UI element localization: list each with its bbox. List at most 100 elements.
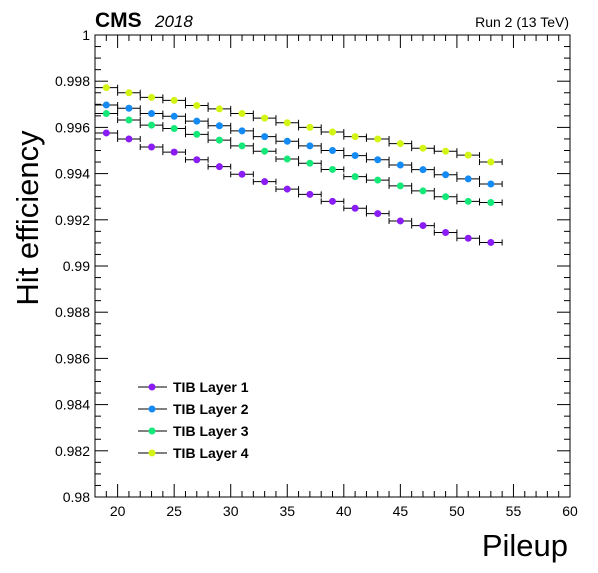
data-point [419, 166, 427, 174]
legend-item: TIB Layer 2 [138, 401, 249, 417]
axes-frame [94, 34, 571, 498]
data-point [487, 238, 495, 246]
data-point [261, 178, 269, 186]
data-point [102, 110, 110, 118]
legend-marker [148, 449, 156, 457]
data-point [442, 147, 450, 155]
data-point [351, 173, 359, 181]
x-tick-label: 50 [449, 503, 465, 519]
data-point [148, 143, 156, 151]
data-point [193, 156, 201, 164]
data-point [396, 161, 404, 169]
data-point [487, 158, 495, 166]
run-info-label: Run 2 (13 TeV) [475, 14, 569, 30]
y-tick-label: 0.988 [55, 304, 90, 320]
data-point [374, 156, 382, 164]
year-label: 2018 [154, 12, 193, 31]
data-point [102, 101, 110, 109]
legend-marker [148, 427, 156, 435]
y-tick-label: 0.986 [55, 350, 90, 366]
data-point [125, 89, 133, 97]
data-point [261, 147, 269, 155]
x-tick-label: 55 [506, 503, 522, 519]
data-point [193, 101, 201, 109]
series-layer-4 [94, 84, 503, 166]
y-tick-label: 0.994 [55, 166, 90, 182]
data-point [487, 180, 495, 188]
y-tick-label: 1 [82, 27, 90, 43]
data-point [102, 84, 110, 92]
data-point [170, 125, 178, 133]
x-tick-label: 45 [393, 503, 409, 519]
y-tick-label: 0.98 [63, 489, 90, 505]
data-point [442, 229, 450, 237]
data-point [464, 197, 472, 205]
data-point [329, 128, 336, 136]
series-layer-2 [94, 101, 503, 188]
data-point [374, 135, 382, 143]
data-point [283, 185, 291, 193]
data-point [329, 147, 336, 154]
data-point [306, 123, 314, 131]
legend: TIB Layer 1 TIB Layer 2 TIB Layer 3 TIB Lay… [138, 379, 249, 461]
data-point [419, 144, 427, 152]
data-point [306, 159, 314, 167]
data-point [148, 121, 156, 129]
y-axis: 0.98 0.982 0.984 0.986 0.988 0.99 0.992 0.994 0.… [55, 27, 570, 505]
data-point [351, 133, 359, 141]
data-point [329, 165, 336, 173]
series-layer-3 [94, 110, 503, 206]
data-point [374, 210, 382, 218]
data-point [102, 129, 110, 137]
data-point [215, 122, 223, 130]
data-point [193, 117, 201, 125]
data-point [261, 114, 269, 122]
data-point [238, 142, 246, 150]
x-tick-label: 60 [562, 503, 578, 519]
data-point [442, 171, 450, 179]
data-point [170, 112, 178, 120]
x-tick-label: 30 [223, 503, 239, 519]
data-point [283, 155, 291, 163]
data-point [148, 110, 156, 118]
data-point [419, 187, 427, 195]
y-tick-label: 0.996 [55, 119, 90, 135]
data-point [442, 193, 450, 201]
data-point [215, 163, 223, 171]
data-point [215, 136, 223, 144]
data-point [306, 142, 314, 150]
x-axis: 20 25 30 35 40 45 50 55 60 [105, 35, 578, 519]
legend-label: TIB Layer 2 [173, 401, 249, 417]
data-point [148, 93, 156, 101]
data-point [125, 104, 133, 112]
data-point [487, 198, 495, 206]
legend-label: TIB Layer 1 [173, 379, 249, 395]
data-point [125, 135, 133, 143]
y-tick-label: 0.998 [55, 73, 90, 89]
data-point [170, 148, 178, 156]
data-point [464, 234, 472, 242]
plot-area [94, 84, 503, 246]
data-point [396, 217, 404, 225]
y-tick-label: 0.992 [55, 212, 90, 228]
data-point [419, 222, 427, 230]
data-point [396, 140, 404, 148]
legend-item: TIB Layer 3 [138, 423, 249, 439]
data-point [283, 119, 291, 127]
data-point [351, 152, 359, 160]
data-point [238, 110, 246, 118]
cms-label: CMS [95, 9, 142, 32]
data-point [306, 190, 314, 198]
data-point [329, 197, 336, 205]
y-axis-title: Hit efficiency [10, 130, 45, 306]
legend-label: TIB Layer 3 [173, 423, 249, 439]
x-tick-label: 20 [110, 503, 126, 519]
data-point [238, 127, 246, 135]
y-tick-label: 0.984 [55, 397, 90, 413]
legend-item: TIB Layer 1 [138, 379, 249, 395]
data-point [125, 116, 133, 124]
legend-label: TIB Layer 4 [173, 445, 249, 461]
data-point [238, 170, 246, 178]
legend-item: TIB Layer 4 [138, 445, 249, 461]
